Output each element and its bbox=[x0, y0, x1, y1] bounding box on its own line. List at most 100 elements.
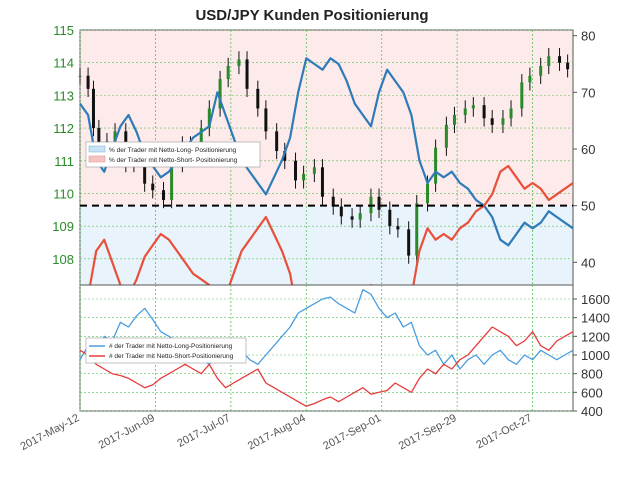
price-tick-label: 109 bbox=[52, 219, 74, 234]
price-candle-body bbox=[320, 167, 324, 197]
price-candle-body bbox=[264, 108, 268, 132]
price-candle-body bbox=[520, 82, 524, 109]
price-tick-label: 115 bbox=[53, 23, 74, 38]
price-candle-body bbox=[170, 164, 174, 200]
percent-tick-label: 80 bbox=[581, 29, 595, 44]
percent-tick-label: 40 bbox=[581, 255, 595, 270]
price-candle-body bbox=[377, 196, 381, 210]
x-tick-label: 2017-Oct-27 bbox=[474, 412, 534, 451]
price-tick-label: 111 bbox=[54, 154, 74, 169]
count-tick-label: 1400 bbox=[581, 311, 610, 326]
price-candle-body bbox=[78, 75, 82, 77]
price-candle-body bbox=[452, 115, 456, 125]
price-candle-body bbox=[331, 196, 335, 207]
price-candle-body bbox=[97, 128, 101, 151]
x-tick-label: 2017-Aug-04 bbox=[246, 412, 308, 452]
price-candle-body bbox=[407, 229, 411, 256]
price-candle-body bbox=[501, 118, 505, 125]
price-candle-body bbox=[509, 108, 513, 119]
price-axis-ticks: 108 109 110 111 112 113 114 115 bbox=[52, 23, 74, 267]
count-tick-label: 400 bbox=[581, 404, 603, 419]
price-candle-body bbox=[444, 124, 448, 148]
count-tick-label: 600 bbox=[581, 385, 603, 400]
price-candle-body bbox=[566, 62, 570, 70]
price-tick-label: 114 bbox=[53, 56, 74, 71]
price-candle-body bbox=[350, 216, 354, 220]
percent-tick-label: 60 bbox=[581, 142, 595, 157]
count-tick-label: 1000 bbox=[581, 348, 610, 363]
long-count-line bbox=[79, 289, 574, 370]
price-tick-label: 113 bbox=[53, 88, 74, 103]
price-candle-body bbox=[237, 59, 241, 66]
price-candle-body bbox=[426, 183, 430, 204]
price-candle-body bbox=[199, 128, 203, 155]
legend-short-label: % der Trader mit Netto-Short- Positionie… bbox=[109, 157, 238, 164]
x-tick-label: 2017-Sep-29 bbox=[397, 412, 459, 452]
count-axis-ticks: 400 600 800 1000 1200 1400 1600 bbox=[573, 292, 610, 419]
chart-title: USD/JPY Kunden Positionierung bbox=[195, 7, 428, 24]
percent-axis-ticks: 40 50 60 70 80 bbox=[573, 29, 595, 270]
x-tick-label: 2017-Jul-07 bbox=[175, 412, 232, 450]
price-candle-body bbox=[482, 105, 486, 119]
date-axis-ticks: 2017-May-12 2017-Jun-09 2017-Jul-07 2017-Au… bbox=[19, 412, 534, 453]
price-tick-label: 112 bbox=[53, 121, 74, 136]
long-zone-band bbox=[80, 205, 573, 285]
long-percent-line bbox=[79, 57, 574, 247]
bottom-legend: # der Trader mit Netto-Long-Positionieru… bbox=[85, 337, 247, 364]
legend-long-count-label: # der Trader mit Netto-Long-Positionieru… bbox=[109, 343, 233, 350]
price-candle-body bbox=[539, 65, 543, 76]
price-candle-body bbox=[528, 75, 532, 83]
x-tick-label: 2017-Sep-01 bbox=[321, 412, 383, 452]
legend-short-count-label: # der Trader mit Netto-Short-Positionier… bbox=[109, 353, 234, 360]
bottom-panel: 400 600 800 1000 1200 1400 1600 # der Trader m… bbox=[79, 284, 610, 419]
bottom-legend-box bbox=[85, 337, 247, 364]
trader-count-lines bbox=[79, 289, 574, 407]
price-candle-body bbox=[207, 108, 211, 129]
percent-tick-label: 70 bbox=[581, 85, 595, 100]
top-legend: % der Trader mit Netto-Long- Positionier… bbox=[85, 141, 261, 168]
price-candle-body bbox=[358, 213, 362, 220]
price-tick-label: 110 bbox=[53, 186, 74, 201]
legend-long-swatch bbox=[88, 145, 106, 153]
price-candle-body bbox=[396, 226, 400, 230]
price-candle-body bbox=[388, 209, 392, 227]
percent-tick-label: 50 bbox=[581, 199, 595, 214]
top-legend-box bbox=[85, 141, 261, 168]
price-candle-body bbox=[415, 203, 419, 256]
price-candle-body bbox=[256, 88, 260, 109]
price-candle-body bbox=[86, 75, 90, 89]
count-tick-label: 800 bbox=[581, 367, 603, 382]
x-tick-label: 2017-May-12 bbox=[19, 412, 82, 453]
price-candle-body bbox=[151, 183, 155, 191]
price-candle-body bbox=[434, 147, 438, 184]
price-candle-body bbox=[91, 88, 95, 129]
price-candle-body bbox=[226, 65, 230, 80]
count-tick-label: 1200 bbox=[581, 329, 610, 344]
price-candle-body bbox=[162, 190, 166, 200]
price-candle-body bbox=[547, 56, 551, 66]
bottom-panel-grid bbox=[79, 285, 573, 412]
price-candle-body bbox=[143, 154, 147, 184]
count-tick-label: 1600 bbox=[581, 292, 610, 307]
price-candle-body bbox=[471, 105, 475, 109]
short-count-line bbox=[79, 326, 574, 407]
price-candle-body bbox=[113, 131, 117, 142]
price-candle-body bbox=[312, 167, 316, 174]
x-tick-label: 2017-Jun-09 bbox=[97, 412, 157, 452]
short-zone-band bbox=[80, 30, 573, 207]
top-panel: 108 109 110 111 112 113 114 115 40 50 60 70 80 % de… bbox=[52, 23, 595, 355]
price-candle-body bbox=[302, 173, 306, 181]
price-candle-body bbox=[275, 131, 279, 151]
price-candle-body bbox=[339, 206, 343, 217]
price-tick-label: 108 bbox=[52, 252, 74, 267]
price-candle-body bbox=[490, 118, 494, 125]
price-candle-body bbox=[294, 160, 298, 181]
price-candle-body bbox=[218, 79, 222, 109]
price-candle-body bbox=[463, 108, 467, 115]
legend-short-swatch bbox=[88, 155, 106, 163]
price-candle-body bbox=[558, 56, 562, 63]
price-candle-body bbox=[245, 59, 249, 89]
legend-long-label: % der Trader mit Netto-Long- Positionier… bbox=[109, 147, 237, 154]
